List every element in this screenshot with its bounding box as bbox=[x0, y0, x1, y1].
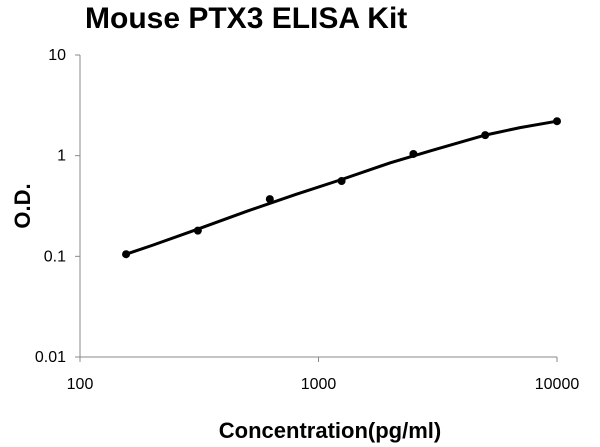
y-tick-label: 0.01 bbox=[35, 349, 66, 366]
data-point bbox=[553, 117, 561, 126]
y-axis-label: O.D. bbox=[10, 183, 35, 228]
y-tick-label: 10 bbox=[48, 47, 66, 64]
x-axis-label: Concentration(pg/ml) bbox=[219, 418, 441, 443]
data-point bbox=[409, 149, 418, 158]
data-point bbox=[122, 250, 131, 259]
x-tick-label: 100 bbox=[67, 376, 94, 393]
x-tick-label: 1000 bbox=[301, 376, 337, 393]
data-point bbox=[337, 177, 346, 186]
y-tick-label: 1 bbox=[57, 148, 66, 165]
x-tick-label: 10000 bbox=[535, 376, 580, 393]
fit-curve-line bbox=[125, 119, 558, 256]
data-point bbox=[265, 195, 274, 204]
chart-title: Mouse PTX3 ELISA Kit bbox=[85, 2, 407, 35]
data-point bbox=[193, 226, 202, 235]
data-point bbox=[481, 131, 490, 140]
y-tick-label: 0.1 bbox=[44, 248, 66, 265]
